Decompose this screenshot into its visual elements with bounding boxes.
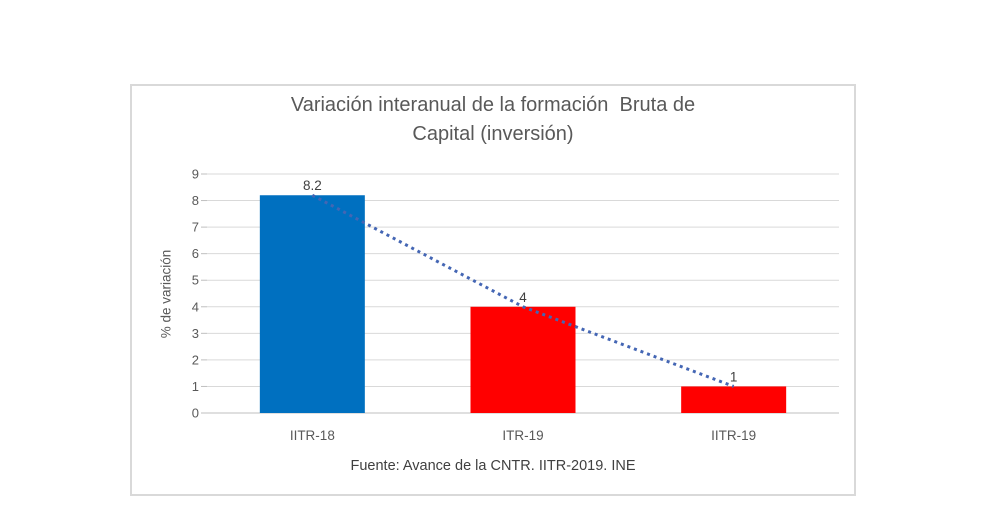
y-tick-label-4: 4 bbox=[192, 299, 199, 314]
plot-area: 0 1 2 3 4 5 6 7 8 9 8.2 4 1 IITR-18 ITR-19 IITR-19 bbox=[192, 167, 839, 443]
source-note: Fuente: Avance de la CNTR. IITR-2019. IN… bbox=[350, 458, 636, 474]
y-tick-label-5: 5 bbox=[192, 273, 199, 288]
y-tick-label-7: 7 bbox=[192, 220, 199, 235]
y-tick-label-3: 3 bbox=[192, 326, 199, 341]
chart-frame: Variación interanual de la formación Bru… bbox=[130, 84, 856, 496]
bar-ITR-19 bbox=[470, 306, 576, 413]
y-tick-label-2: 2 bbox=[192, 352, 199, 367]
data-label-IITR-18: 8.2 bbox=[303, 178, 322, 193]
trend-line bbox=[311, 193, 735, 388]
y-tick-label-1: 1 bbox=[192, 379, 199, 394]
x-label-IITR-18: IITR-18 bbox=[290, 428, 335, 443]
bar-IITR-19 bbox=[681, 386, 787, 413]
data-label-IITR-19: 1 bbox=[730, 369, 738, 384]
y-tick-label-9: 9 bbox=[192, 167, 199, 182]
chart-title-line2: Capital (inversión) bbox=[412, 123, 574, 145]
y-tick-label-0: 0 bbox=[192, 406, 199, 421]
x-label-ITR-19: ITR-19 bbox=[502, 428, 543, 443]
chart-title-line1: Variación interanual de la formación Bru… bbox=[290, 94, 696, 116]
bar-IITR-18 bbox=[259, 195, 365, 413]
x-label-IITR-19: IITR-19 bbox=[711, 428, 756, 443]
y-tick-label-6: 6 bbox=[192, 246, 199, 261]
y-tick-label-8: 8 bbox=[192, 193, 199, 208]
chart-title: Variación interanual de la formación Bru… bbox=[132, 91, 854, 149]
data-label-ITR-19: 4 bbox=[519, 290, 527, 305]
